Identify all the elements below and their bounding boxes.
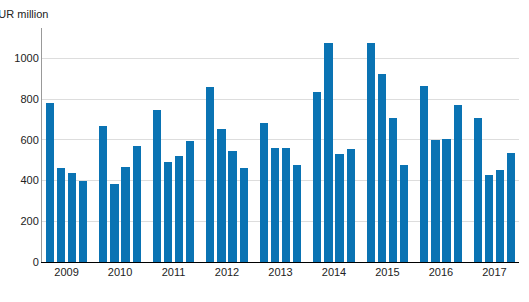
svg-text:2013: 2013 (268, 266, 292, 278)
svg-text:2011: 2011 (162, 266, 186, 278)
svg-text:2016: 2016 (429, 266, 453, 278)
svg-text:2009: 2009 (54, 266, 78, 278)
svg-text:1000: 1000 (14, 52, 38, 64)
svg-text:2010: 2010 (108, 266, 132, 278)
svg-text:800: 800 (20, 93, 38, 105)
svg-text:200: 200 (20, 215, 38, 227)
svg-text:2012: 2012 (215, 266, 239, 278)
svg-text:400: 400 (20, 174, 38, 186)
svg-text:0: 0 (33, 256, 39, 268)
svg-text:600: 600 (20, 134, 38, 146)
svg-text:2014: 2014 (322, 266, 346, 278)
svg-text:2015: 2015 (375, 266, 399, 278)
svg-text:EUR million: EUR million (0, 8, 48, 20)
svg-text:2017: 2017 (482, 266, 506, 278)
